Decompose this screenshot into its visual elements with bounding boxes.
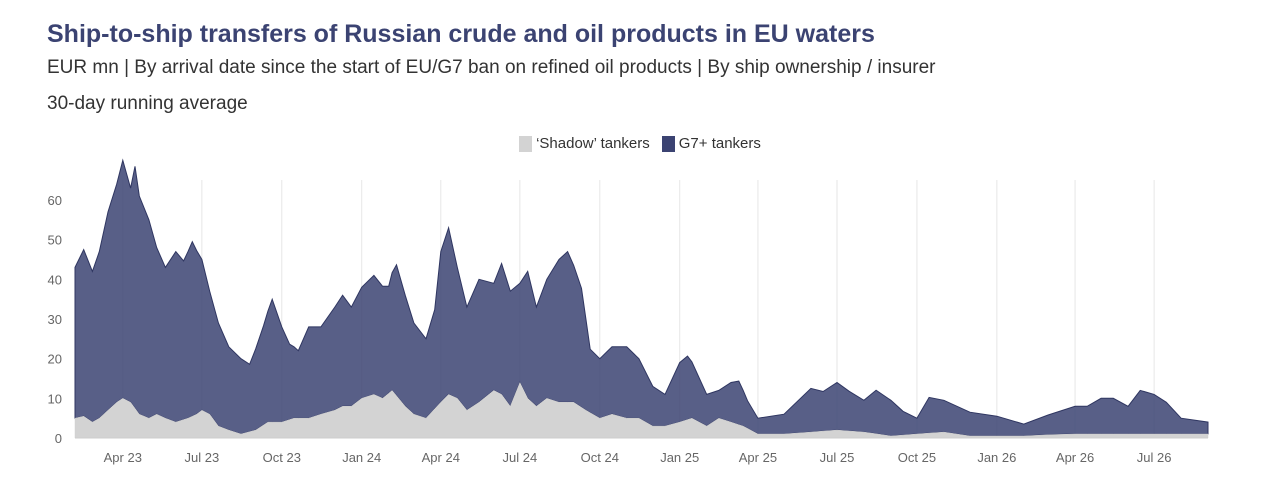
legend-label-shadow: ‘Shadow’ tankers — [536, 135, 650, 152]
x-tick-label: Apr 26 — [1056, 450, 1094, 465]
legend: ‘Shadow’ tankers G7+ tankers — [0, 135, 1280, 152]
y-tick-label: 20 — [48, 352, 62, 367]
chart-subtitle: EUR mn | By arrival date since the start… — [47, 57, 936, 78]
chart-title: Ship-to-ship transfers of Russian crude … — [47, 20, 875, 48]
x-tick-label: Jul 23 — [185, 450, 220, 465]
chart-note: 30-day running average — [47, 93, 248, 114]
x-tick-label: Oct 23 — [263, 450, 301, 465]
y-tick-label: 60 — [48, 193, 62, 208]
y-tick-label: 0 — [55, 431, 62, 446]
x-tick-label: Oct 24 — [581, 450, 619, 465]
legend-item-shadow[interactable]: ‘Shadow’ tankers — [519, 135, 650, 152]
y-tick-label: 50 — [48, 233, 62, 248]
x-tick-label: Jan 24 — [342, 450, 381, 465]
x-tick-label: Apr 25 — [739, 450, 777, 465]
y-tick-label: 30 — [48, 312, 62, 327]
x-tick-label: Jul 24 — [503, 450, 538, 465]
x-tick-label: Oct 25 — [898, 450, 936, 465]
x-tick-label: Jan 26 — [977, 450, 1016, 465]
legend-swatch-g7 — [661, 135, 675, 152]
y-tick-label: 40 — [48, 272, 62, 287]
legend-swatch-shadow — [519, 135, 533, 152]
x-tick-label: Jul 25 — [820, 450, 855, 465]
y-tick-label: 10 — [48, 391, 62, 406]
legend-item-g7[interactable]: G7+ tankers — [661, 135, 761, 152]
legend-label-g7: G7+ tankers — [678, 135, 761, 152]
x-tick-label: Jan 25 — [660, 450, 699, 465]
area-series-shadow — [74, 381, 1209, 439]
x-tick-label: Apr 23 — [104, 450, 142, 465]
x-tick-label: Jul 26 — [1137, 450, 1172, 465]
area-series-g7 — [74, 158, 1209, 437]
x-tick-label: Apr 24 — [422, 450, 460, 465]
